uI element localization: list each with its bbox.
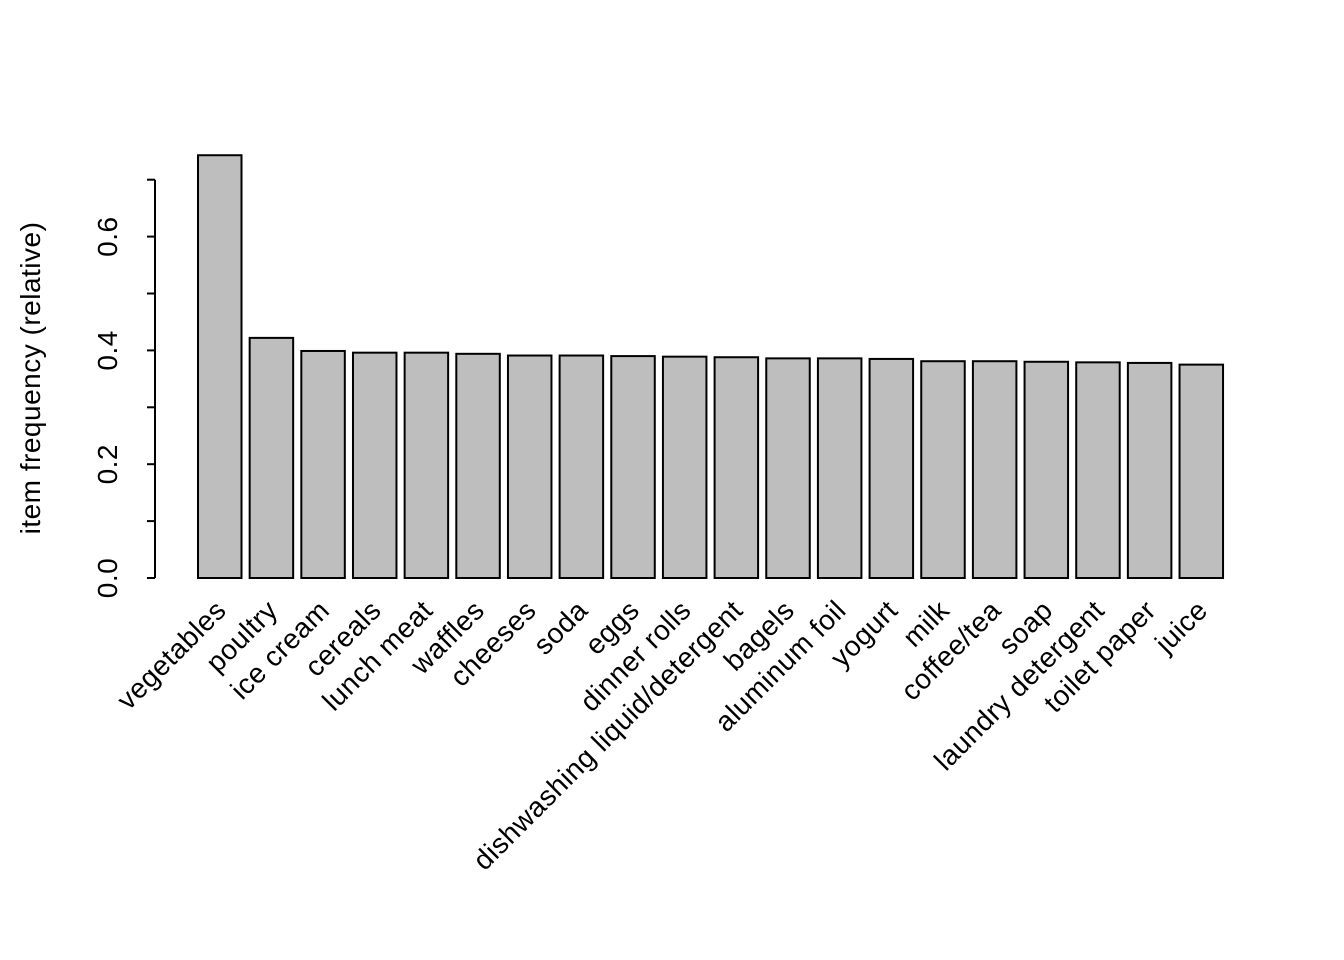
bars-group (197, 154, 1225, 579)
bar (1075, 361, 1121, 579)
bar (558, 354, 605, 579)
y-axis-tick-label: 0.4 (92, 330, 123, 370)
bar (713, 356, 760, 579)
y-axis-tick-label: 0.6 (92, 216, 123, 256)
bar (610, 355, 656, 579)
bar (506, 354, 553, 579)
bar (455, 352, 501, 579)
bar (403, 351, 450, 579)
bar (351, 351, 398, 579)
bar (868, 357, 915, 579)
bar (197, 154, 243, 579)
x-axis-label: juice (1148, 594, 1213, 659)
y-axis-tick-label: 0.2 (92, 444, 123, 484)
bar (920, 360, 966, 579)
x-axis-label: soda (527, 594, 593, 660)
bar (971, 360, 1018, 579)
bar (816, 357, 863, 579)
bar (1178, 363, 1225, 579)
bar (248, 336, 295, 579)
y-axis-title: item frequency (relative) (15, 222, 46, 535)
y-axis-tick-label: 0.0 (92, 558, 123, 598)
x-axis-label: coffee/tea (895, 594, 1007, 706)
bar (661, 355, 708, 579)
bar (1023, 360, 1070, 579)
bar (300, 349, 346, 579)
bar (765, 357, 811, 579)
bar (1126, 361, 1173, 579)
y-axis: 0.0 0.2 0.4 0.6 (92, 178, 156, 598)
